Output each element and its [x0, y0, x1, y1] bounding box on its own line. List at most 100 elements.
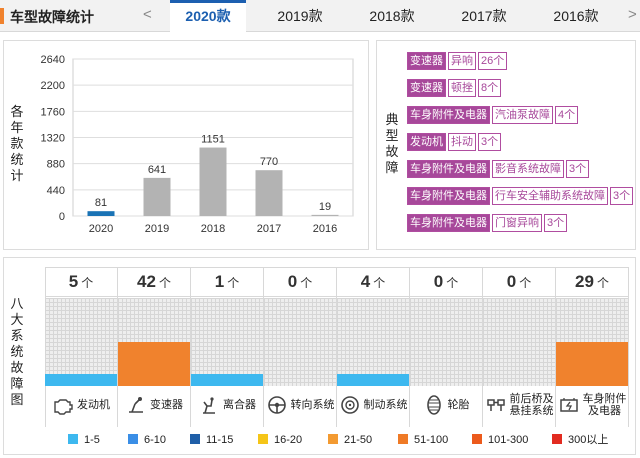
legend-swatch — [328, 434, 338, 444]
steering-icon — [266, 394, 288, 416]
system-count-unit: 个 — [373, 276, 386, 290]
system-name-line: 及电器 — [588, 405, 621, 417]
system-name-line: 转向系统 — [290, 399, 335, 411]
legend-item: 11-15 — [190, 432, 233, 448]
ylabel-char: 统 — [10, 152, 24, 167]
fault-count: 3个 — [610, 187, 634, 205]
fault-count: 4个 — [555, 106, 579, 124]
system-level-fill — [556, 342, 628, 386]
legend-label: 1-5 — [84, 434, 100, 446]
bar-value-label: 770 — [260, 156, 278, 168]
legend-label: 101-300 — [488, 434, 529, 446]
system-level-area — [410, 298, 482, 386]
legend-label: 21-50 — [344, 434, 373, 446]
fault-issue: 行车安全辅助系统故障 — [492, 187, 608, 205]
legend-swatch — [552, 434, 562, 444]
system-count-value: 4 — [360, 272, 371, 291]
system-column[interactable]: 29 个车身附件 及电器 — [556, 267, 629, 427]
fault-item[interactable]: 变速器 顿挫 8个 — [407, 79, 502, 97]
ylabel-char: 各 — [10, 104, 24, 119]
bar-chart: 0 440 880 1320 1760 2200 2640 81 2020 641 2019 1151… — [41, 54, 354, 235]
faults-label-char: 故 — [385, 144, 399, 159]
system-level-area — [191, 298, 263, 386]
prev-arrow-icon[interactable]: < — [143, 6, 152, 23]
system-level-area — [264, 298, 336, 386]
fault-item[interactable]: 车身附件及电器 行车安全辅助系统故障 3个 — [407, 187, 634, 205]
system-name-label: 车身附件 及电器 — [583, 393, 627, 417]
systems-label-char: 统 — [10, 344, 24, 359]
fault-category: 车身附件及电器 — [407, 187, 490, 205]
bar[interactable] — [199, 147, 227, 216]
system-count-unit: 个 — [446, 276, 459, 290]
tab-year-2018[interactable]: 2018款 — [369, 8, 415, 24]
bar-value-label: 641 — [148, 164, 166, 176]
system-column[interactable]: 0 个转向系统 — [264, 267, 337, 427]
system-level-area — [556, 298, 628, 386]
bar[interactable] — [311, 214, 339, 216]
system-name-line: 悬挂系统 — [509, 405, 554, 417]
system-count-unit: 个 — [81, 276, 94, 290]
system-name-label: 离合器 — [223, 399, 256, 411]
fault-item[interactable]: 车身附件及电器 影音系统故障 3个 — [407, 160, 590, 178]
tab-year-2020[interactable]: 2020款 — [170, 0, 246, 33]
system-name-label: 发动机 — [77, 399, 110, 411]
system-column[interactable]: 42 个变速器 — [118, 267, 191, 427]
y-tick-label: 440 — [47, 185, 65, 197]
fault-count: 3个 — [544, 214, 568, 232]
system-count-value: 42 — [137, 272, 156, 291]
bar[interactable] — [87, 211, 115, 216]
system-count-unit: 个 — [519, 276, 532, 290]
tab-year-2019[interactable]: 2019款 — [277, 8, 323, 24]
bar[interactable] — [143, 177, 171, 216]
fault-issue: 门窗异响 — [492, 214, 542, 232]
system-column[interactable]: 1 个离合器 — [191, 267, 264, 427]
legend-item: 101-300 — [472, 432, 528, 448]
legend-label: 6-10 — [144, 434, 167, 446]
system-name-label: 转向系统 — [291, 399, 335, 411]
y-tick-label: 1320 — [41, 133, 65, 145]
fault-item[interactable]: 车身附件及电器 门窗异响 3个 — [407, 214, 568, 232]
fault-issue: 顿挫 — [448, 79, 476, 97]
system-level-fill — [191, 373, 263, 386]
system-column[interactable]: 5 个发动机 — [45, 267, 118, 427]
system-name-line: 发动机 — [77, 399, 110, 411]
tab-year-2016[interactable]: 2016款 — [553, 8, 599, 24]
bar[interactable] — [255, 170, 283, 216]
engine-icon — [52, 394, 74, 416]
chart-panel — [3, 40, 369, 250]
faults-label-char: 障 — [385, 160, 399, 175]
system-name-line: 轮胎 — [447, 399, 470, 411]
system-name-line: 前后桥及 — [509, 393, 554, 405]
system-column[interactable]: 0 个轮胎 — [410, 267, 483, 427]
next-arrow-icon[interactable]: > — [628, 6, 637, 23]
y-tick-label: 880 — [47, 159, 65, 171]
system-count-value: 29 — [575, 272, 594, 291]
system-count-unit: 个 — [227, 276, 240, 290]
system-name-label: 制动系统 — [364, 399, 408, 411]
tab-year-2017[interactable]: 2017款 — [461, 8, 507, 24]
legend-label: 300以上 — [568, 434, 609, 446]
system-count-value: 0 — [433, 272, 444, 291]
system-column[interactable]: 0 个前后桥及 悬挂系统 — [483, 267, 556, 427]
ylabel-char: 年 — [10, 120, 24, 135]
system-name-line: 制动系统 — [363, 399, 408, 411]
fault-item[interactable]: 车身附件及电器 汽油泵故障 4个 — [407, 106, 579, 124]
y-tick-label: 1760 — [41, 106, 65, 118]
x-tick-label: 2019 — [145, 223, 169, 235]
system-count-unit: 个 — [158, 276, 171, 290]
system-name: 轮胎 — [410, 390, 482, 420]
system-column[interactable]: 4 个制动系统 — [337, 267, 410, 427]
bar-value-label: 81 — [95, 197, 107, 209]
system-count-value: 0 — [287, 272, 298, 291]
fault-item[interactable]: 变速器 异响 26个 — [407, 52, 508, 70]
fault-item[interactable]: 发动机 抖动 3个 — [407, 133, 502, 151]
system-name: 变速器 — [118, 390, 190, 420]
faults-label: 典 型 故 障 — [384, 112, 400, 176]
legend-item: 300以上 — [552, 432, 608, 448]
legend-item: 1-5 — [68, 432, 100, 448]
system-level-fill — [337, 373, 409, 386]
